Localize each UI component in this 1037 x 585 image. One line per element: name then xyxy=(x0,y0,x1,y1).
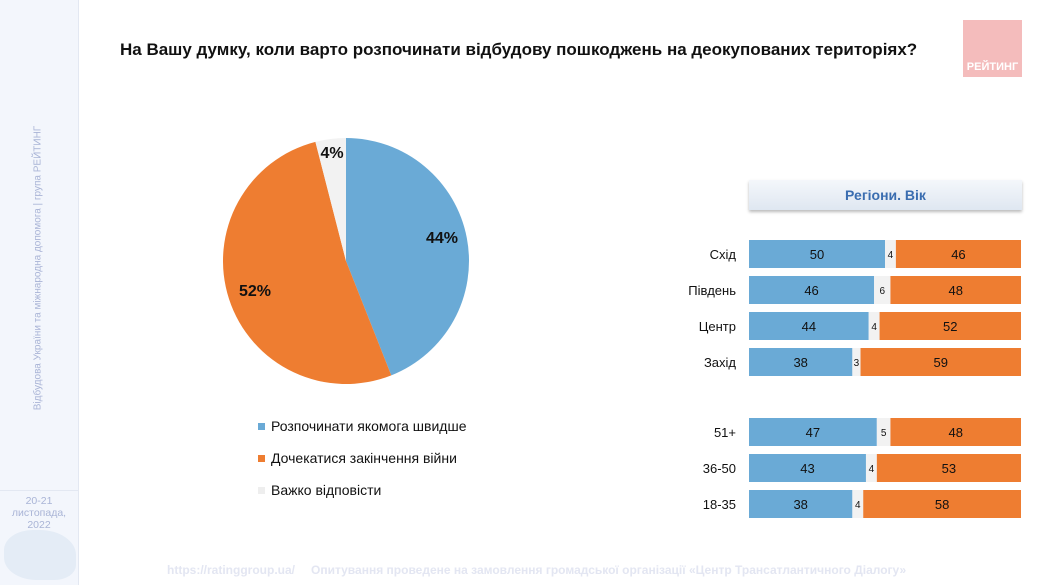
pie-slice xyxy=(223,141,392,384)
bar-value-label: 38 xyxy=(793,497,807,512)
bar-segment xyxy=(885,240,896,268)
bar-value-label: 58 xyxy=(935,497,949,512)
bar-segment xyxy=(874,276,891,304)
footer: https://ratinggroup.ua/Опитування провед… xyxy=(167,563,906,577)
bar-segment xyxy=(749,418,877,446)
bar-segment xyxy=(749,240,885,268)
bar-value-label: 48 xyxy=(948,425,962,440)
bar-value-label: 50 xyxy=(810,247,824,262)
bar-category-label: Південь xyxy=(688,283,736,298)
bar-segment xyxy=(852,348,861,376)
bar-segment xyxy=(895,240,1021,268)
bar-segment xyxy=(852,490,864,518)
bar-segment xyxy=(749,276,875,304)
legend-label: Розпочинати якомога швидше xyxy=(271,418,467,434)
bar-category-label: 51+ xyxy=(714,425,736,440)
bar-value-label: 4 xyxy=(869,464,875,475)
bar-value-label: 53 xyxy=(942,461,956,476)
bar-value-label: 48 xyxy=(948,283,962,298)
bar-segment xyxy=(865,454,877,482)
survey-date: 20-21 листопада, 2022 xyxy=(0,490,78,531)
bar-segment xyxy=(749,312,869,340)
sidebar: Відбудова України та міжнародна допомога… xyxy=(0,0,79,585)
bar-segment xyxy=(890,276,1021,304)
bar-segment xyxy=(868,312,880,340)
pie-label: 44% xyxy=(426,230,458,247)
legend-item: Розпочинати якомога швидше xyxy=(258,418,467,434)
legend-label: Важко відповісти xyxy=(271,482,382,498)
bar-segment xyxy=(860,348,1021,376)
legend-swatch xyxy=(258,422,265,430)
bar-segment xyxy=(749,454,866,482)
bar-segment xyxy=(863,490,1021,518)
bar-value-label: 4 xyxy=(855,500,861,511)
bar-category-label: Центр xyxy=(699,319,736,334)
bar-value-label: 5 xyxy=(881,428,887,439)
legend-swatch xyxy=(258,486,265,494)
bar-value-label: 4 xyxy=(871,322,877,333)
legend-item: Дочекатися закінчення війни xyxy=(258,450,457,466)
bar-value-label: 6 xyxy=(879,286,885,297)
footer-url[interactable]: https://ratinggroup.ua/ xyxy=(167,563,295,577)
rating-logo: РЕЙТИНГ xyxy=(963,20,1022,77)
bar-value-label: 52 xyxy=(943,319,957,334)
pie-label: 52% xyxy=(239,283,271,300)
bar-segment xyxy=(749,348,853,376)
bar-segment xyxy=(890,418,1021,446)
bar-category-label: 18-35 xyxy=(703,497,736,512)
legend-item: Важко відповісти xyxy=(258,482,381,498)
page-title: На Вашу думку, коли варто розпочинати ві… xyxy=(120,40,918,59)
ukraine-map-icon xyxy=(4,530,76,580)
pie-chart: 44% 52% 4% xyxy=(223,138,470,384)
legend-label: Дочекатися закінчення війни xyxy=(271,450,457,466)
bar-value-label: 43 xyxy=(800,461,814,476)
bar-chart-title: Регіони. Вік xyxy=(749,180,1022,210)
bar-segment xyxy=(876,454,1021,482)
bar-value-label: 3 xyxy=(854,358,860,369)
bar-value-label: 46 xyxy=(951,247,965,262)
bar-category-label: Схід xyxy=(710,247,737,262)
bar-value-label: 59 xyxy=(934,355,948,370)
bar-segment xyxy=(749,490,853,518)
bar-value-label: 38 xyxy=(793,355,807,370)
pie-slice xyxy=(346,138,470,376)
pie-slice xyxy=(315,138,346,261)
footer-note: Опитування проведене на замовлення грома… xyxy=(311,563,907,577)
bar-value-label: 47 xyxy=(806,425,820,440)
bar-category-label: 36-50 xyxy=(703,461,736,476)
bar-segment xyxy=(879,312,1021,340)
bar-value-label: 46 xyxy=(804,283,818,298)
bar-value-label: 4 xyxy=(888,250,894,261)
bar-segment xyxy=(876,418,891,446)
bar-category-label: Захід xyxy=(704,355,736,370)
legend-swatch xyxy=(258,454,265,462)
pie-label: 4% xyxy=(320,145,343,162)
bar-value-label: 44 xyxy=(802,319,816,334)
